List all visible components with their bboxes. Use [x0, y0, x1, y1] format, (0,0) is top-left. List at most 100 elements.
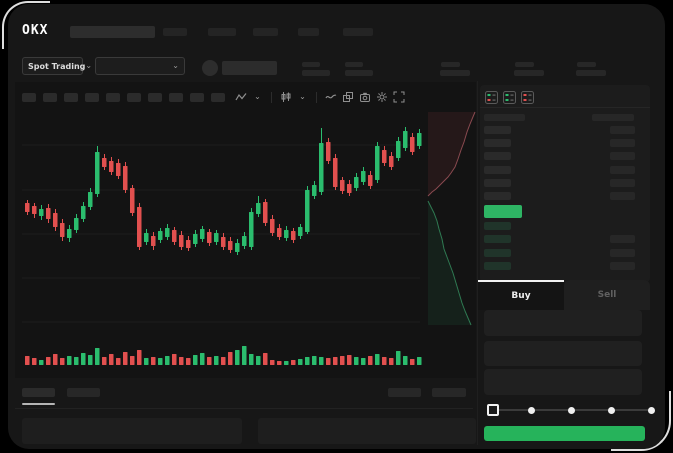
- settings-icon[interactable]: [375, 91, 388, 104]
- stat-value-placeholder: [302, 70, 330, 76]
- stat-label-placeholder: [515, 62, 534, 67]
- stat-value-placeholder: [440, 70, 470, 76]
- slider-step-dot[interactable]: [608, 406, 615, 414]
- order-field-placeholder[interactable]: [484, 310, 642, 336]
- stat-value-placeholder: [576, 70, 606, 76]
- ask-price-placeholder[interactable]: [484, 152, 511, 160]
- bottom-tab-placeholder[interactable]: [22, 388, 55, 397]
- chevron-down-icon[interactable]: ⌄: [299, 92, 306, 101]
- book-asks-icon[interactable]: [521, 89, 534, 104]
- order-field-placeholder[interactable]: [484, 341, 642, 366]
- timeframe-slot[interactable]: [106, 92, 120, 102]
- timeframe-slot[interactable]: [127, 92, 141, 102]
- ask-amount-placeholder[interactable]: [610, 152, 635, 160]
- bottom-action-placeholder[interactable]: [388, 388, 421, 397]
- ask-price-placeholder[interactable]: [484, 166, 511, 174]
- line-style-icon[interactable]: [324, 91, 337, 104]
- timeframe-slot[interactable]: [22, 92, 36, 102]
- market-type-label: Spot Trading: [28, 61, 86, 71]
- slider-step-dot[interactable]: [568, 406, 575, 414]
- bottom-panel-placeholder: [22, 418, 242, 444]
- divider: [480, 107, 650, 108]
- timeframe-slot[interactable]: [190, 92, 204, 102]
- candle-style-icon[interactable]: [279, 91, 292, 104]
- timeframe-slot[interactable]: [85, 92, 99, 102]
- pair-selector-dropdown[interactable]: ⌄: [95, 57, 185, 75]
- pair-icon-placeholder: [202, 60, 218, 76]
- submit-buy-button[interactable]: [484, 426, 645, 441]
- stat-label-placeholder: [441, 62, 460, 67]
- amount-slider[interactable]: [485, 404, 657, 416]
- stat-value-placeholder: [345, 70, 373, 76]
- orderbook-panel: [480, 85, 650, 282]
- trade-tabs: Buy Sell: [478, 280, 650, 310]
- bid-amount-placeholder[interactable]: [610, 249, 635, 257]
- ask-price-placeholder[interactable]: [484, 192, 511, 200]
- bid-price-placeholder[interactable]: [484, 235, 511, 243]
- chart-region: [15, 82, 476, 378]
- timeframe-slot[interactable]: [169, 92, 183, 102]
- stat-label-placeholder: [345, 62, 363, 67]
- compare-icon[interactable]: [341, 91, 354, 104]
- chevron-down-icon: ⌄: [172, 61, 179, 70]
- device-corner-highlight-br: [611, 391, 671, 451]
- ask-amount-placeholder[interactable]: [610, 126, 635, 134]
- tab-buy[interactable]: Buy: [478, 280, 564, 310]
- bid-price-placeholder[interactable]: [484, 249, 511, 257]
- divider: [15, 408, 473, 409]
- slider-handle[interactable]: [487, 404, 499, 416]
- bid-price-placeholder[interactable]: [484, 222, 511, 230]
- divider: [316, 91, 317, 103]
- order-field-placeholder[interactable]: [484, 369, 642, 395]
- bottom-panel-placeholder: [258, 418, 476, 444]
- nav-item-placeholder[interactable]: [208, 28, 236, 36]
- search-placeholder[interactable]: [70, 26, 155, 38]
- panel-divider: [477, 81, 478, 445]
- fullscreen-icon[interactable]: [392, 91, 405, 104]
- stat-label-placeholder: [577, 62, 596, 67]
- nav-item-placeholder[interactable]: [163, 28, 187, 36]
- timeframe-slot[interactable]: [43, 92, 57, 102]
- indicators-icon[interactable]: [234, 91, 247, 104]
- okx-logo[interactable]: OKX: [22, 23, 49, 38]
- stat-value-placeholder: [514, 70, 544, 76]
- market-type-dropdown[interactable]: Spot Trading ⌄: [22, 57, 92, 75]
- ask-amount-placeholder[interactable]: [610, 179, 635, 187]
- ask-price-placeholder[interactable]: [484, 126, 511, 134]
- divider: [271, 91, 272, 103]
- tab-sell[interactable]: Sell: [564, 280, 650, 310]
- timeframe-slot[interactable]: [64, 92, 78, 102]
- ask-amount-placeholder[interactable]: [610, 139, 635, 147]
- orderbook-header-placeholder: [484, 114, 525, 121]
- chart-toolbar: ⌄ ⌄: [22, 91, 407, 103]
- nav-item-placeholder[interactable]: [298, 28, 319, 36]
- slider-step-dot[interactable]: [648, 406, 655, 414]
- nav-item-placeholder[interactable]: [343, 28, 373, 36]
- ask-price-placeholder[interactable]: [484, 139, 511, 147]
- chevron-down-icon[interactable]: ⌄: [254, 92, 261, 101]
- active-tab-underline: [22, 403, 55, 405]
- chevron-down-icon: ⌄: [85, 61, 93, 70]
- bottom-tab-placeholder[interactable]: [67, 388, 100, 397]
- bottom-action-placeholder[interactable]: [432, 388, 466, 397]
- bid-price-placeholder[interactable]: [484, 262, 511, 270]
- camera-icon[interactable]: [358, 91, 371, 104]
- pair-name-placeholder: [222, 61, 277, 75]
- device-corner-highlight-tl: [2, 1, 50, 49]
- nav-item-placeholder[interactable]: [253, 28, 278, 36]
- ask-price-placeholder[interactable]: [484, 179, 511, 187]
- orderbook-header-placeholder: [592, 114, 634, 121]
- slider-step-dot[interactable]: [528, 406, 535, 414]
- bid-amount-placeholder[interactable]: [610, 235, 635, 243]
- app-window: OKX Spot Trading ⌄ ⌄ ⌄ ⌄: [8, 4, 665, 449]
- ask-amount-placeholder[interactable]: [610, 192, 635, 200]
- stat-label-placeholder: [302, 62, 320, 67]
- ask-amount-placeholder[interactable]: [610, 166, 635, 174]
- bid-amount-placeholder[interactable]: [610, 262, 635, 270]
- book-combined-icon[interactable]: [485, 89, 498, 104]
- last-price-highlight[interactable]: [484, 205, 522, 218]
- book-bids-icon[interactable]: [503, 89, 516, 104]
- timeframe-slot[interactable]: [211, 92, 225, 102]
- timeframe-slot[interactable]: [148, 92, 162, 102]
